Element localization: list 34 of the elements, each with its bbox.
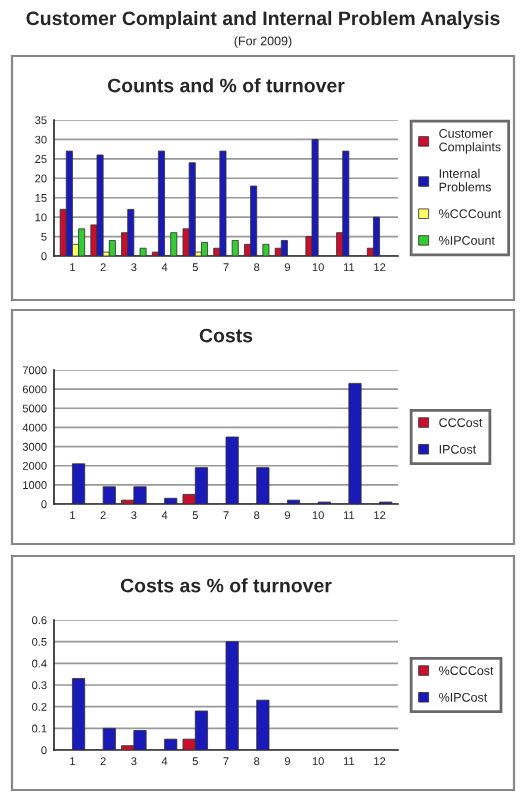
bar [96, 154, 104, 256]
bar [108, 240, 116, 256]
bar [102, 727, 116, 750]
bar [342, 150, 350, 256]
text: Customer Complaint and Internal Problem Analysis [26, 10, 500, 30]
bar [373, 216, 380, 256]
chart-title: Costs [199, 328, 253, 343]
bar [188, 162, 196, 256]
bar [256, 467, 270, 504]
bar [256, 699, 270, 750]
bar [250, 185, 258, 256]
bar [72, 463, 86, 504]
bar [219, 150, 227, 256]
bar [231, 240, 239, 256]
bar [201, 241, 208, 256]
bar [158, 150, 165, 256]
bar [280, 240, 288, 256]
bar [262, 243, 270, 256]
bar [78, 228, 86, 256]
bar [274, 247, 282, 256]
bar [164, 738, 178, 750]
bar [225, 641, 239, 750]
bar [139, 247, 147, 256]
bar [170, 232, 178, 256]
bar [348, 382, 362, 504]
bar [102, 486, 116, 504]
bar [164, 497, 178, 504]
bar [72, 678, 86, 750]
chart-title: Counts and % of turnover [107, 78, 345, 93]
chart-title: Costs as % of turnover [120, 578, 332, 593]
bar [65, 150, 73, 256]
bar [127, 208, 135, 256]
bar [225, 436, 239, 504]
bar [311, 139, 319, 256]
